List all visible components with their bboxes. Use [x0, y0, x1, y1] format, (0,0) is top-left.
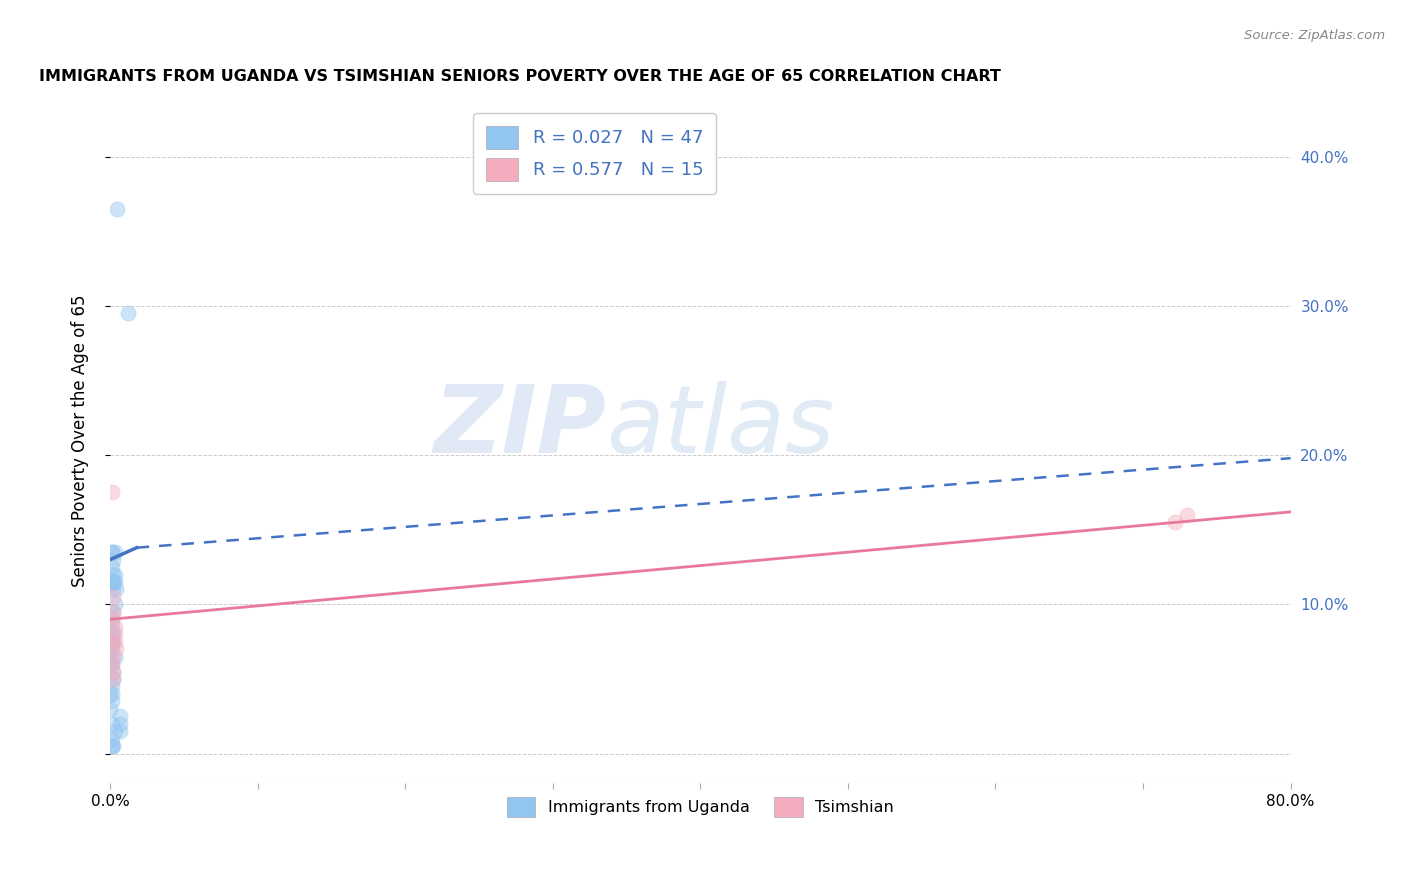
Point: [101, 665, 124, 679]
Point: [103, 567, 125, 582]
Point: [101, 567, 124, 582]
Point: [100, 680, 122, 694]
Point: [100, 574, 122, 589]
Point: [100, 694, 122, 708]
Point: [103, 627, 125, 641]
Legend: Immigrants from Uganda, Tsimshian: Immigrants from Uganda, Tsimshian: [501, 790, 901, 823]
Point: [104, 642, 127, 657]
Point: [110, 709, 132, 723]
Point: [98, 649, 121, 664]
Point: [100, 485, 122, 500]
Point: [101, 605, 124, 619]
Point: [101, 672, 124, 686]
Point: [1175, 508, 1198, 522]
Point: [101, 665, 124, 679]
Point: [104, 582, 127, 597]
Point: [101, 582, 124, 597]
Point: [98, 657, 121, 671]
Point: [110, 716, 132, 731]
Point: [100, 620, 122, 634]
Point: [101, 649, 124, 664]
Point: [100, 574, 122, 589]
Point: [100, 545, 122, 559]
Point: [98, 634, 121, 648]
Point: [101, 590, 124, 604]
Text: ZIP: ZIP: [433, 381, 606, 473]
Point: [101, 552, 124, 566]
Point: [103, 574, 125, 589]
Point: [100, 634, 122, 648]
Point: [100, 627, 122, 641]
Point: [100, 739, 122, 753]
Point: [101, 605, 124, 619]
Point: [98, 702, 121, 716]
Point: [100, 642, 122, 657]
Y-axis label: Seniors Poverty Over the Age of 65: Seniors Poverty Over the Age of 65: [72, 294, 89, 587]
Point: [101, 574, 124, 589]
Point: [101, 634, 124, 648]
Text: Source: ZipAtlas.com: Source: ZipAtlas.com: [1244, 29, 1385, 42]
Point: [100, 634, 122, 648]
Point: [100, 612, 122, 626]
Point: [100, 612, 122, 626]
Point: [101, 627, 124, 641]
Point: [100, 657, 122, 671]
Text: IMMIGRANTS FROM UGANDA VS TSIMSHIAN SENIORS POVERTY OVER THE AGE OF 65 CORRELATI: IMMIGRANTS FROM UGANDA VS TSIMSHIAN SENI…: [39, 69, 1001, 84]
Point: [100, 739, 122, 753]
Point: [101, 672, 124, 686]
Point: [100, 731, 122, 746]
Point: [103, 598, 125, 612]
Point: [100, 560, 122, 574]
Point: [103, 545, 125, 559]
Point: [100, 687, 122, 701]
Point: [110, 724, 132, 739]
Point: [101, 739, 124, 753]
Text: atlas: atlas: [606, 381, 834, 472]
Point: [103, 649, 125, 664]
Point: [100, 574, 122, 589]
Point: [100, 657, 122, 671]
Point: [103, 724, 125, 739]
Point: [98, 687, 121, 701]
Point: [117, 306, 139, 320]
Point: [100, 545, 122, 559]
Point: [103, 620, 125, 634]
Point: [107, 202, 129, 216]
Point: [1164, 516, 1187, 530]
Point: [100, 716, 122, 731]
Point: [101, 574, 124, 589]
Point: [103, 634, 125, 648]
